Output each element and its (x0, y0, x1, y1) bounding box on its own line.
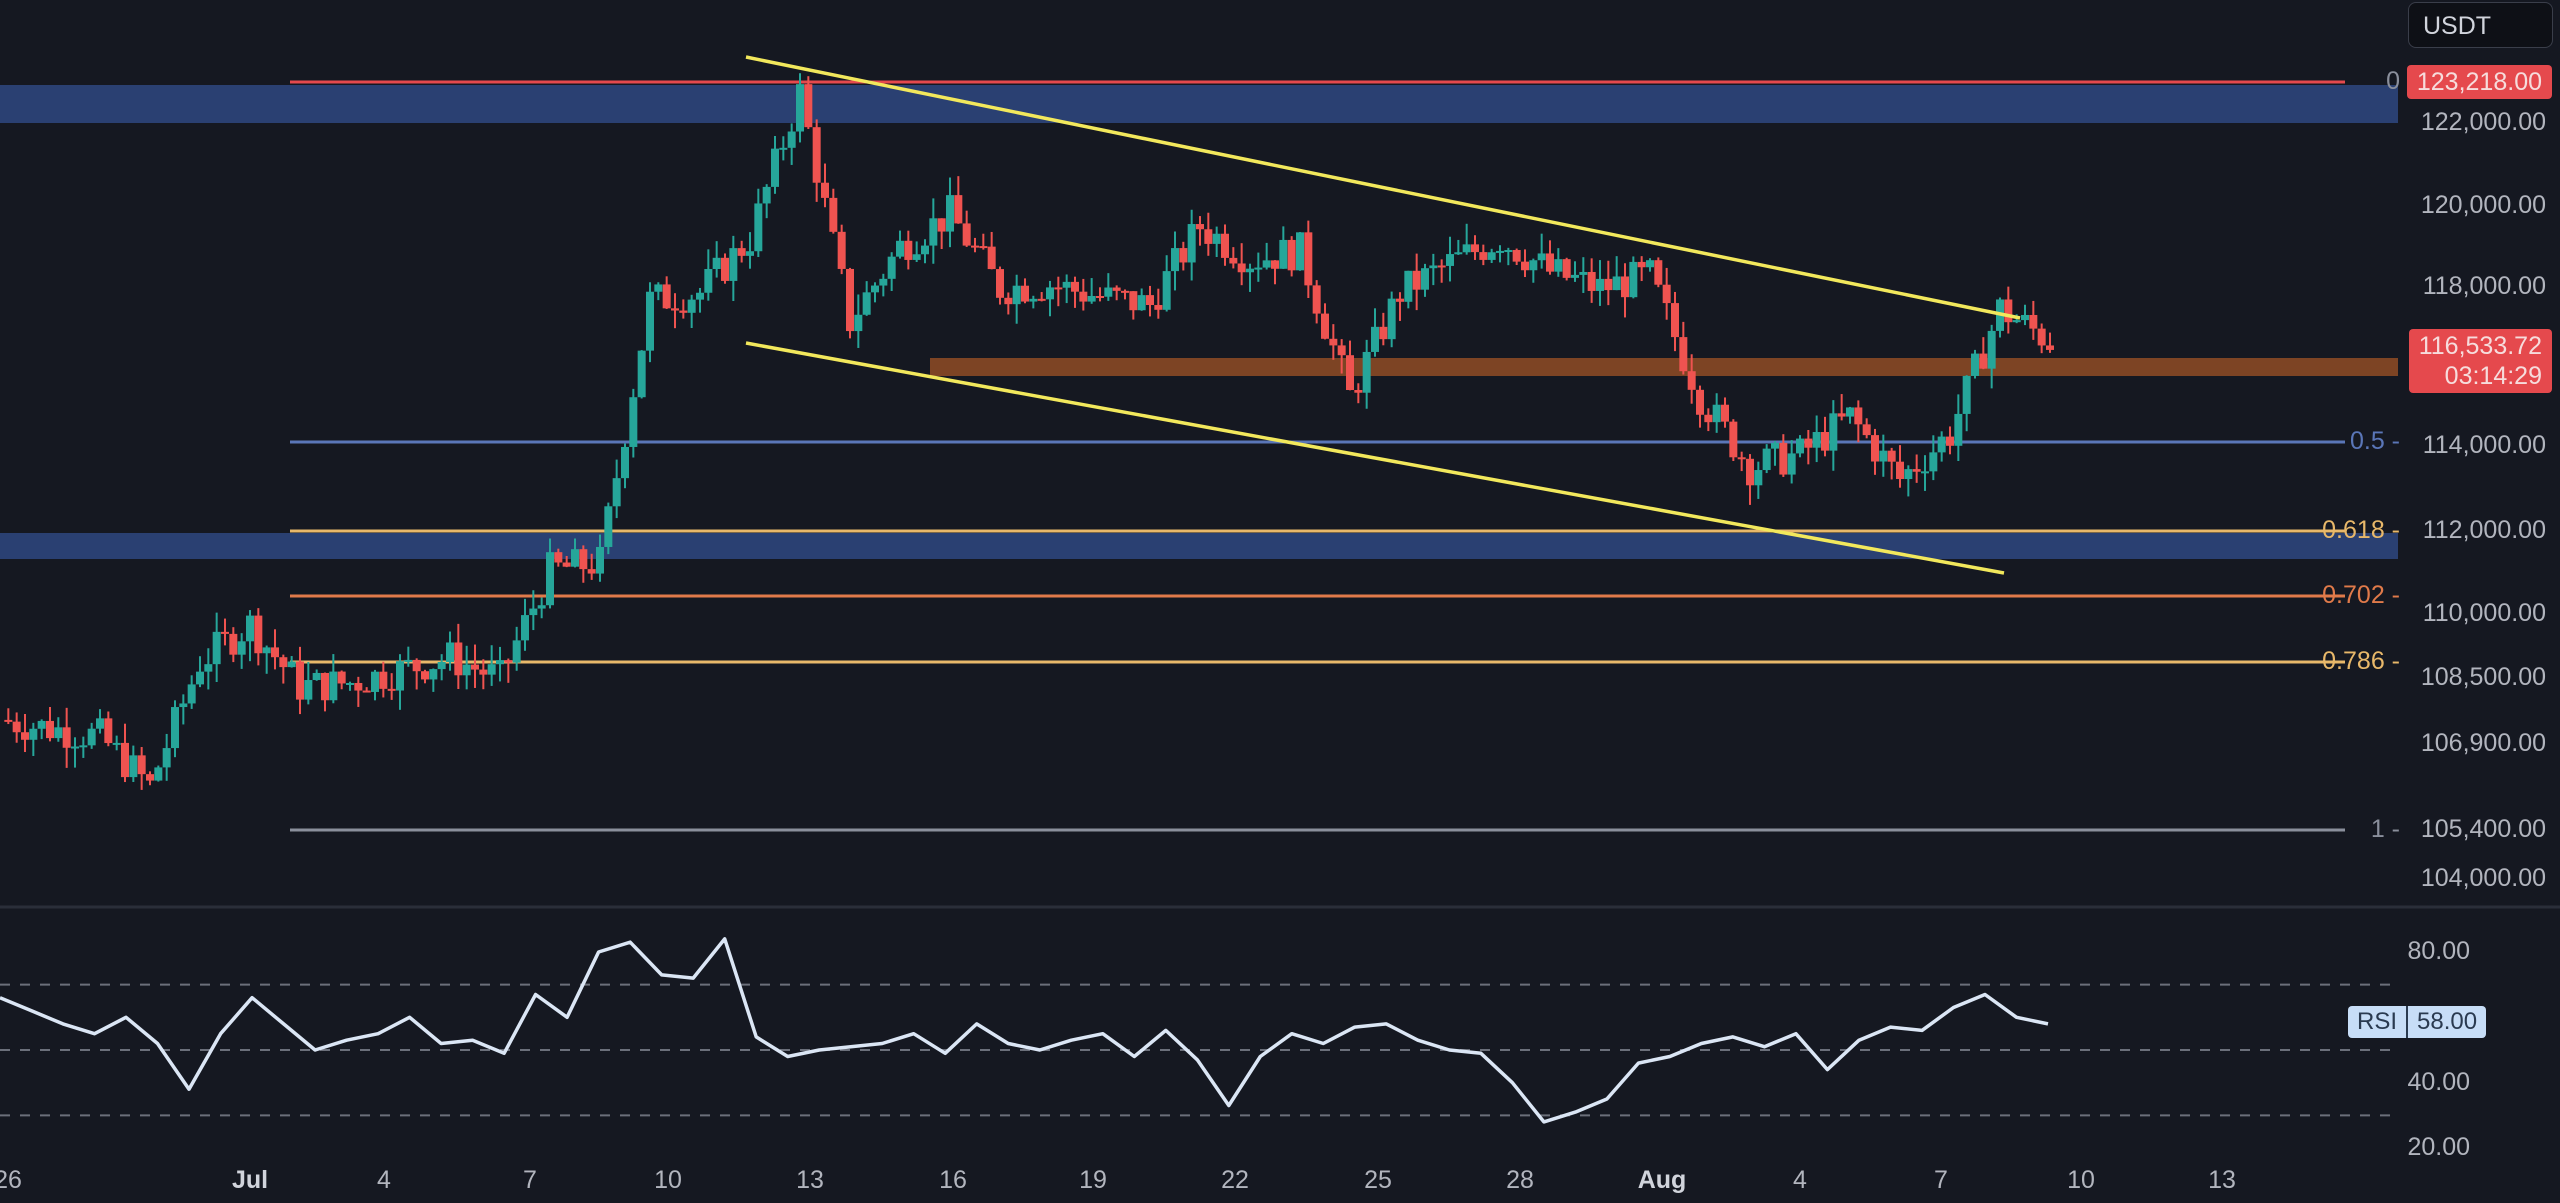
bar-countdown: 03:14:29 (2444, 362, 2542, 390)
time-axis-label: 25 (1364, 1166, 1392, 1194)
price-scale-label: 114,000.00 (2422, 431, 2546, 459)
fib-level-label: 0.618 - (2322, 516, 2400, 544)
fib-level-label: 0.702 - (2322, 581, 2400, 609)
price-scale-label: 118,000.00 (2422, 272, 2546, 300)
time-axis-label: 13 (796, 1166, 824, 1194)
time-axis-label: 22 (1221, 1166, 1249, 1194)
rsi-bands (0, 983, 2398, 1117)
time-axis-label: 28 (1506, 1166, 1534, 1194)
demand-zone (0, 533, 2398, 559)
time-axis-label: Aug (1637, 1166, 1687, 1194)
lower-channel-trendline[interactable] (745, 341, 2005, 575)
time-axis-label: 4 (1793, 1166, 1807, 1194)
rsi-scale-label: 40.00 (2407, 1068, 2470, 1096)
price-scale-label: 110,000.00 (2422, 599, 2546, 627)
fib-level-label: 0 (2386, 67, 2400, 95)
time-axis-label: 10 (2067, 1166, 2095, 1194)
high-price-tag: 123,218.00 (2406, 65, 2552, 99)
currency-selector[interactable]: USDT (2408, 2, 2553, 48)
time-axis-label: 4 (377, 1166, 391, 1194)
fibonacci-retracement[interactable] (290, 80, 2345, 832)
rsi-line (0, 937, 2049, 1124)
last-price: 116,533.72 (2418, 332, 2542, 360)
price-scale-label: 108,500.00 (2420, 663, 2546, 691)
time-axis-label: 19 (1079, 1166, 1107, 1194)
time-axis-label: 7 (1934, 1166, 1948, 1194)
price-scale-label: 104,000.00 (2420, 864, 2546, 892)
time-axis-label: 26 (0, 1166, 22, 1194)
fib-level-label: 1 - (2370, 815, 2400, 843)
upper-channel-trendline[interactable] (745, 55, 2021, 320)
candlesticks (4, 73, 2054, 790)
fib-level-label: 0.5 - (2349, 427, 2400, 455)
time-axis-label: 16 (939, 1166, 967, 1194)
rsi-value: 58.00 (2406, 1006, 2486, 1038)
rsi-scale-label: 80.00 (2407, 937, 2470, 965)
price-scale-label: 120,000.00 (2420, 191, 2546, 219)
fib-level-label: 0.786 - (2322, 647, 2400, 675)
price-scale-label: 105,400.00 (2420, 815, 2546, 843)
price-scale-label: 106,900.00 (2420, 729, 2546, 757)
rsi-value-badge: RSI 58.00 (2348, 1006, 2487, 1038)
time-axis-label: 10 (654, 1166, 682, 1194)
resistance-zone (930, 358, 2398, 376)
price-scale-label: 112,000.00 (2422, 516, 2546, 544)
rsi-label: RSI (2357, 1008, 2398, 1035)
time-axis-label: Jul (231, 1166, 269, 1194)
trendlines[interactable] (745, 55, 2021, 575)
supply-zone-top (0, 85, 2398, 123)
rsi-scale-label: 20.00 (2407, 1133, 2470, 1161)
price-scale-label: 122,000.00 (2420, 108, 2546, 136)
price-zones (0, 85, 2398, 559)
time-axis-label: 7 (523, 1166, 537, 1194)
time-axis-label: 13 (2208, 1166, 2236, 1194)
last-price-tag: 116,533.72 03:14:29 (2408, 329, 2552, 393)
